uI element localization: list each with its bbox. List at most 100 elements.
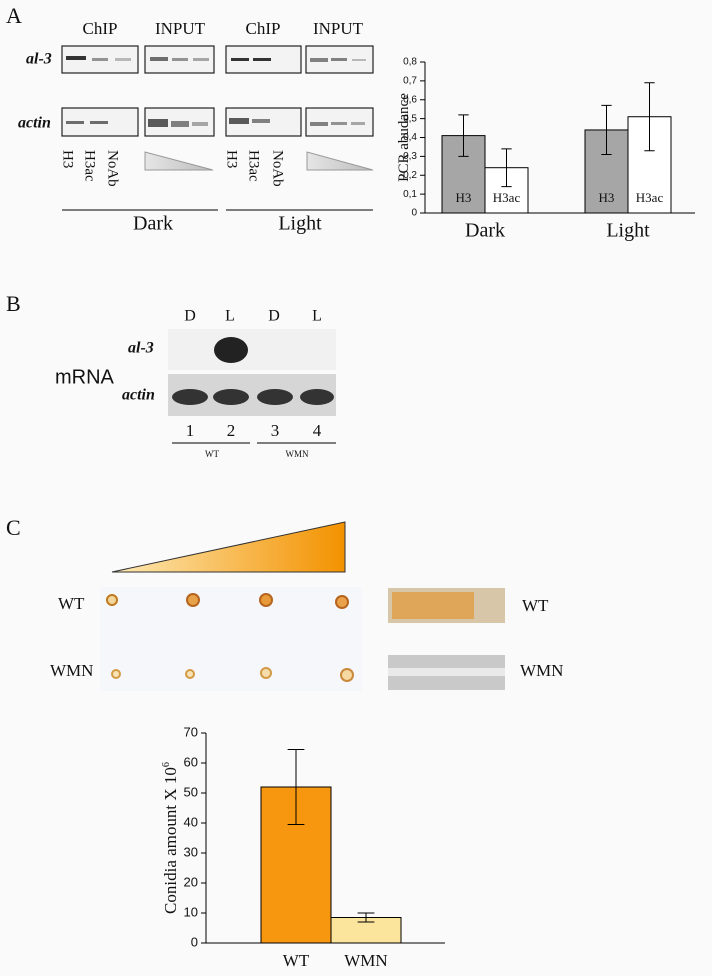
x-tick-label: Dark [465, 220, 505, 242]
error-bar [458, 114, 469, 157]
dilution-wedge [111, 521, 346, 573]
spot [335, 595, 349, 609]
side-label: mRNA [55, 366, 115, 388]
band [66, 56, 86, 60]
x-tick-label: WT [283, 951, 310, 970]
dilution-wedge [306, 151, 374, 171]
lane-label: NoAb [270, 150, 286, 187]
y-axis-label-exponent: 6 [161, 762, 172, 767]
band [193, 58, 209, 61]
band [231, 58, 249, 61]
lane-label: D [268, 308, 280, 325]
panel-a-blots: ChIP INPUT ChIP INPUT al-3 actin [18, 19, 374, 235]
band [252, 119, 270, 123]
y-tick-label: 0,7 [403, 76, 417, 87]
x-tick-label: Light [606, 220, 650, 242]
band [331, 122, 347, 125]
y-tick-label: 50 [184, 784, 198, 799]
lane-label: H3ac [82, 150, 98, 182]
lane-label: H3 [60, 150, 76, 168]
row-label: WT [522, 596, 549, 615]
spot [186, 593, 200, 607]
bar-series-label: H3 [599, 190, 615, 205]
y-tick-label: 40 [184, 814, 198, 829]
x-tick-label: WMN [344, 951, 387, 970]
band [257, 389, 293, 405]
row-label: al-3 [26, 51, 52, 68]
error-bar [601, 104, 612, 155]
error-bar [357, 912, 375, 923]
panel-b: D L D L al-3 actin mRNA 1 2 3 4 WT WMN [55, 308, 336, 459]
y-tick-label: 0,4 [403, 132, 417, 143]
band [92, 58, 108, 61]
row-label: al-3 [128, 340, 154, 357]
lane-label: H3ac [246, 150, 262, 182]
band [66, 121, 84, 124]
row-label: WMN [520, 661, 563, 680]
panel-c: WT WMN WT WMN [50, 521, 563, 691]
y-axis-label: PCR abudance [396, 93, 412, 182]
lane-label: L [312, 308, 322, 325]
y-tick-label: 0 [411, 208, 417, 219]
band [172, 58, 188, 61]
band [253, 58, 271, 61]
y-tick-label: 0 [191, 934, 198, 949]
band [310, 58, 328, 62]
y-axis-label-text: Conidia amount X 10 [161, 767, 180, 914]
spot [106, 594, 118, 606]
blot-header: INPUT [313, 19, 364, 38]
panel-label: B [6, 291, 21, 316]
error-bar [287, 749, 305, 825]
lane-number: 1 [186, 421, 195, 440]
bar-series-label: H3ac [636, 190, 664, 205]
band [115, 58, 131, 61]
blot-header: ChIP [246, 19, 281, 38]
y-tick-label: 0,3 [403, 151, 417, 162]
band [171, 121, 189, 127]
condition-label: Dark [133, 213, 173, 235]
row-label: WMN [50, 661, 93, 680]
blot [168, 329, 336, 370]
y-tick-label: 70 [184, 724, 198, 739]
y-tick-label: 60 [184, 754, 198, 769]
band [150, 57, 168, 61]
y-axis-label-text: PCR abudance [396, 93, 412, 182]
y-tick-label: 30 [184, 844, 198, 859]
row-label: actin [122, 387, 155, 404]
group-label: WMN [286, 449, 309, 459]
spot [260, 667, 272, 679]
row-label: actin [18, 115, 51, 132]
condition-label: Light [278, 213, 322, 235]
error-bar [644, 82, 655, 152]
band [310, 122, 328, 126]
plate [100, 587, 362, 691]
lane-number: 2 [227, 421, 236, 440]
y-axis-label: Conidia amount X 106 [161, 762, 180, 914]
band [213, 389, 249, 405]
lane-label: NoAb [105, 150, 121, 187]
panel-label: C [6, 515, 21, 540]
band [172, 389, 208, 405]
spot [340, 668, 354, 682]
panel-label: A [6, 3, 22, 28]
lane-number: 4 [313, 421, 322, 440]
band [214, 337, 248, 363]
dilution-wedge [144, 151, 214, 171]
spot [185, 669, 195, 679]
band [148, 119, 168, 127]
tube-highlight [388, 668, 505, 676]
y-tick-label: 0,2 [403, 170, 417, 181]
spot [259, 593, 273, 607]
y-tick-label: 0,8 [403, 57, 417, 68]
lane-label: D [184, 308, 196, 325]
spot [111, 669, 121, 679]
y-tick-label: 20 [184, 874, 198, 889]
band [352, 59, 366, 61]
lane-label: H3 [224, 150, 240, 168]
lane-label: L [225, 308, 235, 325]
group-label: WT [205, 449, 219, 459]
row-label: WT [58, 594, 85, 613]
band [331, 58, 347, 61]
tube-growth [392, 592, 474, 619]
